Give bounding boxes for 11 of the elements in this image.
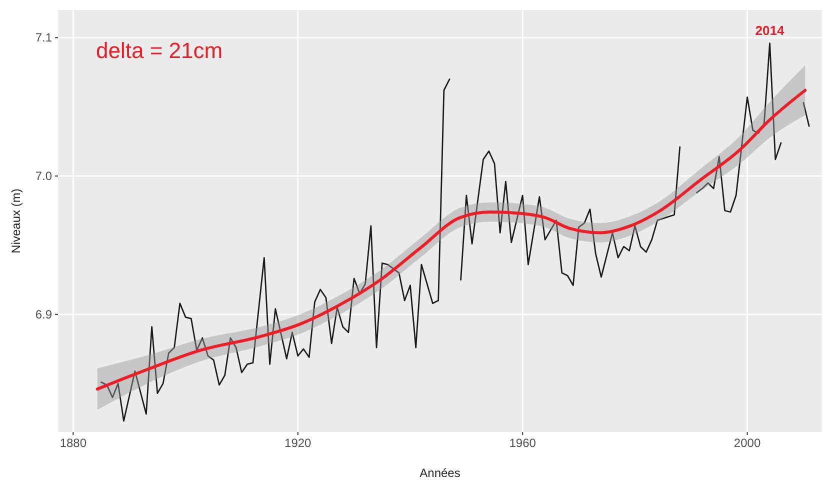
annotation: delta = 21cm [96,38,223,63]
y-tick-label: 7.0 [35,169,52,184]
x-tick-label: 1920 [284,436,312,450]
y-tick-label: 7.1 [35,30,52,45]
annotation: 2014 [755,23,785,38]
y-tick-label: 6.9 [35,307,52,322]
x-axis-title: Années [420,466,460,480]
x-tick-label: 1960 [509,436,536,450]
y-axis-title: Niveaux (m) [9,188,23,254]
x-tick-label: 2000 [734,436,761,450]
x-tick-label: 1880 [60,436,87,450]
